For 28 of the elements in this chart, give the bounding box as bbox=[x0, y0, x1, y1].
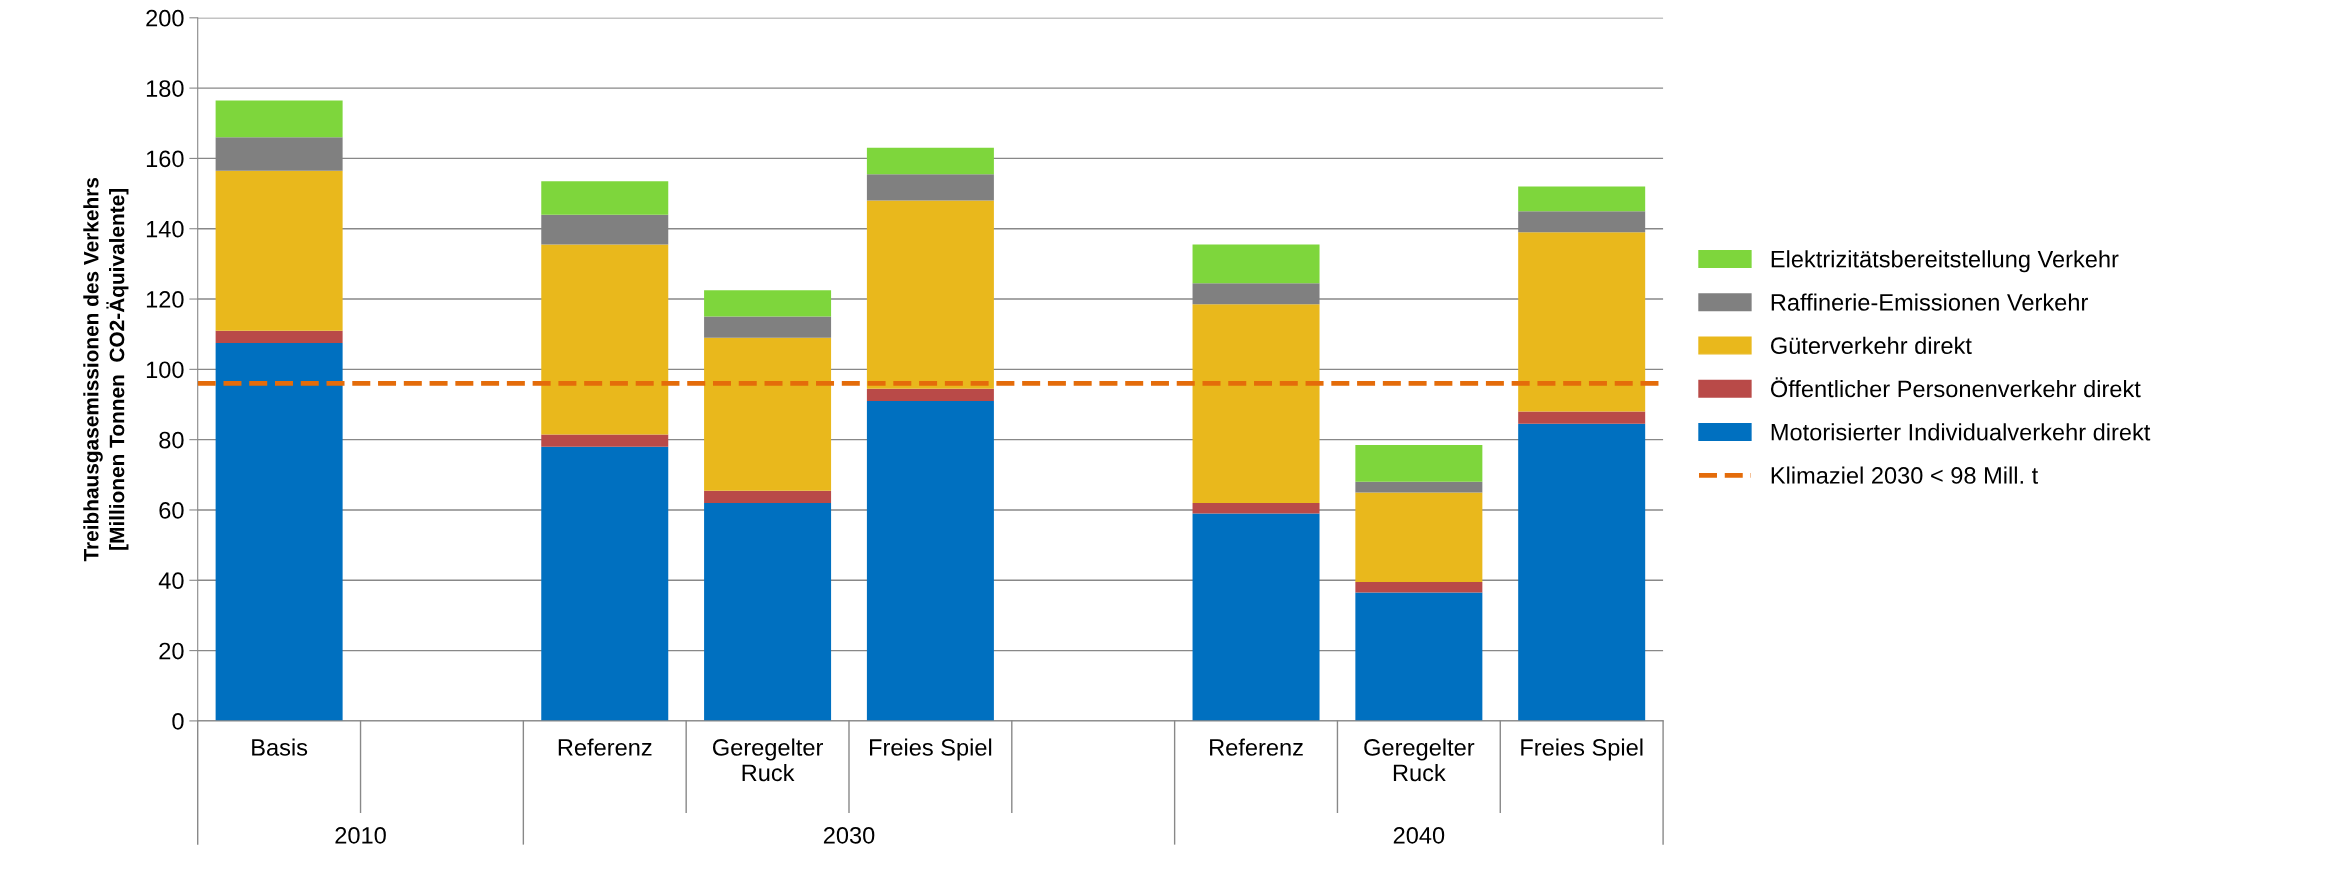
x-tick-label: Referenz bbox=[558, 738, 652, 756]
y-tick-label: 120 bbox=[146, 291, 184, 308]
y-tick-label: 160 bbox=[146, 150, 184, 168]
legend-label: Öffentlicher Personenverkehr direkt bbox=[1770, 377, 2141, 398]
y-tick-label: 100 bbox=[146, 361, 184, 379]
y-tick-label: 80 bbox=[159, 431, 184, 449]
text: 2030 bbox=[823, 826, 875, 844]
x-tick-label: Freies Spiel bbox=[870, 738, 992, 761]
legend-label: Klimaziel 2030 < 98 Mill. t bbox=[1771, 466, 2039, 484]
x-tick-label: Geregelter Ruck bbox=[713, 738, 823, 782]
y-tick-label: 60 bbox=[159, 502, 184, 519]
x-tick-label: Basis bbox=[252, 738, 308, 756]
y-tick-label: 180 bbox=[146, 80, 184, 97]
x-tick-label: Geregelter Ruck bbox=[1364, 738, 1475, 782]
x-tick-label: Referenz bbox=[1210, 738, 1303, 756]
x-tick-label: Freies Spiel bbox=[1521, 738, 1643, 761]
text: 2040 bbox=[1393, 826, 1445, 844]
y-tick-label: 0 bbox=[172, 712, 184, 730]
y-tick-label: 20 bbox=[159, 642, 184, 660]
y-tick-label: 140 bbox=[146, 220, 184, 238]
y-axis-title: Treibhausgasemissionen des Verkehrs [Millionen Tonnen CO2-Äquivalente] bbox=[83, 177, 129, 562]
y-tick-label: 40 bbox=[158, 572, 184, 590]
legend-label: Elektrizitätsbereitstellung Verkehr bbox=[1771, 250, 2119, 273]
text: 2010 bbox=[335, 826, 386, 844]
legend-label: Raffinerie-Emissionen Verkehr bbox=[1771, 293, 2088, 311]
y-tick-label: 200 bbox=[146, 9, 184, 27]
legend-label: Motorisierter Individualverkehr direkt bbox=[1771, 423, 2151, 441]
legend-label: Güterverkehr direkt bbox=[1771, 336, 1972, 355]
